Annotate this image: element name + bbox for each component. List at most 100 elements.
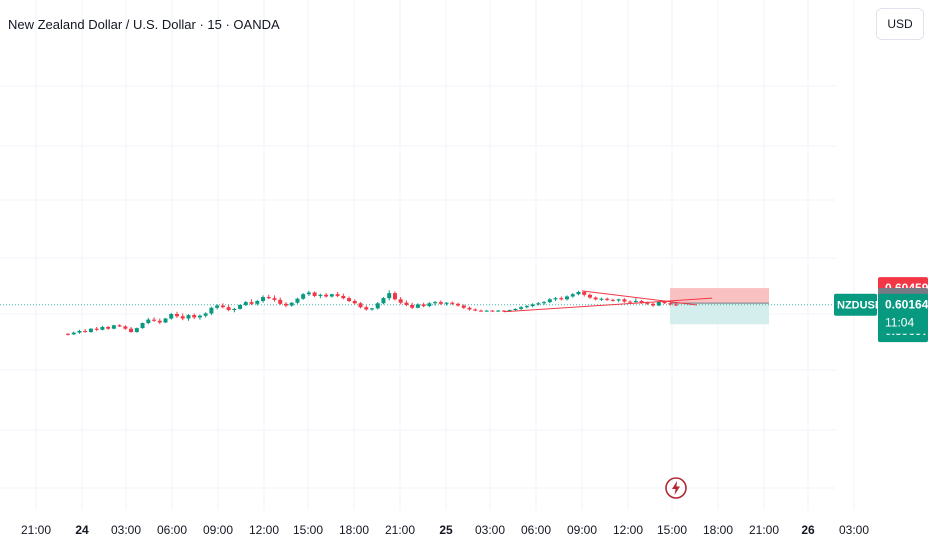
trendline-lower[interactable] (503, 297, 713, 313)
candle-body (301, 294, 306, 299)
time-tick-label: 09:00 (567, 523, 597, 537)
candle-body (542, 302, 547, 304)
candle-body (633, 301, 638, 303)
candle-body (312, 292, 317, 296)
candle-body (347, 298, 352, 302)
current-price-badge[interactable] (878, 293, 928, 334)
candle-body (524, 306, 529, 308)
candle-body (77, 330, 82, 333)
candle-body (272, 298, 277, 300)
candle-body (157, 320, 162, 323)
candle-body (433, 302, 438, 304)
candle-body (255, 301, 260, 304)
candle-body (593, 297, 598, 300)
candle-body (450, 302, 455, 304)
time-tick-label: 03:00 (839, 523, 869, 537)
time-tick-label: 06:00 (157, 523, 187, 537)
candle-body (226, 307, 231, 311)
candle-body (261, 297, 266, 302)
trendline-drawings[interactable] (503, 290, 713, 313)
grid-lines (0, 0, 855, 510)
candle-body (192, 315, 197, 318)
candle-body (163, 318, 168, 323)
candle-body (599, 298, 604, 300)
candle-body (129, 328, 134, 333)
time-axis[interactable]: 21:00 24 03:00 06:00 09:00 12:00 15:00 18:00 21:… (21, 523, 869, 537)
candle-body (341, 295, 346, 299)
candle-body (364, 307, 369, 310)
candle-body (169, 314, 174, 319)
candle-body (622, 299, 627, 302)
candle-body (404, 302, 409, 305)
candle-body (358, 303, 363, 308)
candle-body (283, 303, 288, 306)
lightning-icon[interactable] (664, 476, 688, 500)
candle-body (438, 302, 443, 304)
candle-body (392, 293, 397, 300)
candle-body (66, 333, 70, 335)
currency-button[interactable]: USD (876, 8, 924, 40)
candle-body (547, 299, 552, 303)
time-tick-label: 06:00 (521, 523, 551, 537)
time-tick-label: 12:00 (249, 523, 279, 537)
candle-body (232, 308, 237, 311)
candle-body (415, 304, 420, 308)
candle-body (278, 299, 283, 304)
candle-body (324, 294, 329, 297)
candle-body (220, 305, 225, 308)
time-tick-label: 25 (439, 523, 453, 537)
countdown-text: 11:04 (885, 316, 914, 330)
symbol-tag[interactable] (834, 293, 877, 316)
time-tick-label: 15:00 (657, 523, 687, 537)
candle-body (306, 292, 311, 295)
candle-body (203, 313, 208, 316)
candle-body (398, 299, 403, 303)
time-tick-label: 21:00 (21, 523, 51, 537)
candle-body (335, 294, 340, 296)
time-tick-label: 26 (801, 523, 815, 537)
candlestick-series (66, 290, 678, 336)
candle-body (645, 302, 650, 304)
candle-body (106, 326, 111, 329)
candle-body (387, 293, 392, 299)
candle-body (94, 328, 99, 330)
take-profit-zone[interactable] (670, 303, 769, 325)
candle-body (674, 304, 678, 306)
candle-body (238, 304, 243, 309)
candle-body (610, 299, 615, 301)
candle-body (501, 310, 506, 312)
candle-body (370, 308, 374, 310)
candle-body (553, 298, 558, 300)
candle-body (249, 302, 254, 304)
trendline-upper[interactable] (581, 290, 698, 306)
price-axis[interactable]: 0.604000.600000.604590.602660.602440.601… (834, 277, 929, 343)
candle-body (639, 301, 644, 303)
candle-body (243, 302, 248, 305)
candle-body (71, 332, 76, 335)
candle-body (519, 307, 524, 309)
candle-body (651, 303, 656, 306)
time-tick-label: 18:00 (703, 523, 733, 537)
time-tick-label: 03:00 (475, 523, 505, 537)
candle-body (461, 305, 466, 308)
candle-body (473, 309, 478, 311)
candle-body (662, 301, 667, 304)
time-tick-label: 21:00 (385, 523, 415, 537)
candle-body (381, 298, 386, 304)
candle-body (616, 299, 621, 301)
candle-body (209, 307, 214, 314)
candle-body (197, 315, 202, 318)
symbol-title: New Zealand Dollar / U.S. Dollar · 15 · … (8, 17, 280, 32)
time-tick-label: 18:00 (339, 523, 369, 537)
candle-body (83, 330, 88, 333)
candle-body (352, 301, 357, 304)
time-tick-label: 15:00 (293, 523, 323, 537)
candle-body (507, 310, 512, 312)
candle-body (530, 304, 535, 307)
candle-body (587, 294, 592, 298)
candle-body (152, 319, 157, 321)
candle-body (656, 301, 661, 306)
stop-loss-zone[interactable] (670, 288, 769, 304)
